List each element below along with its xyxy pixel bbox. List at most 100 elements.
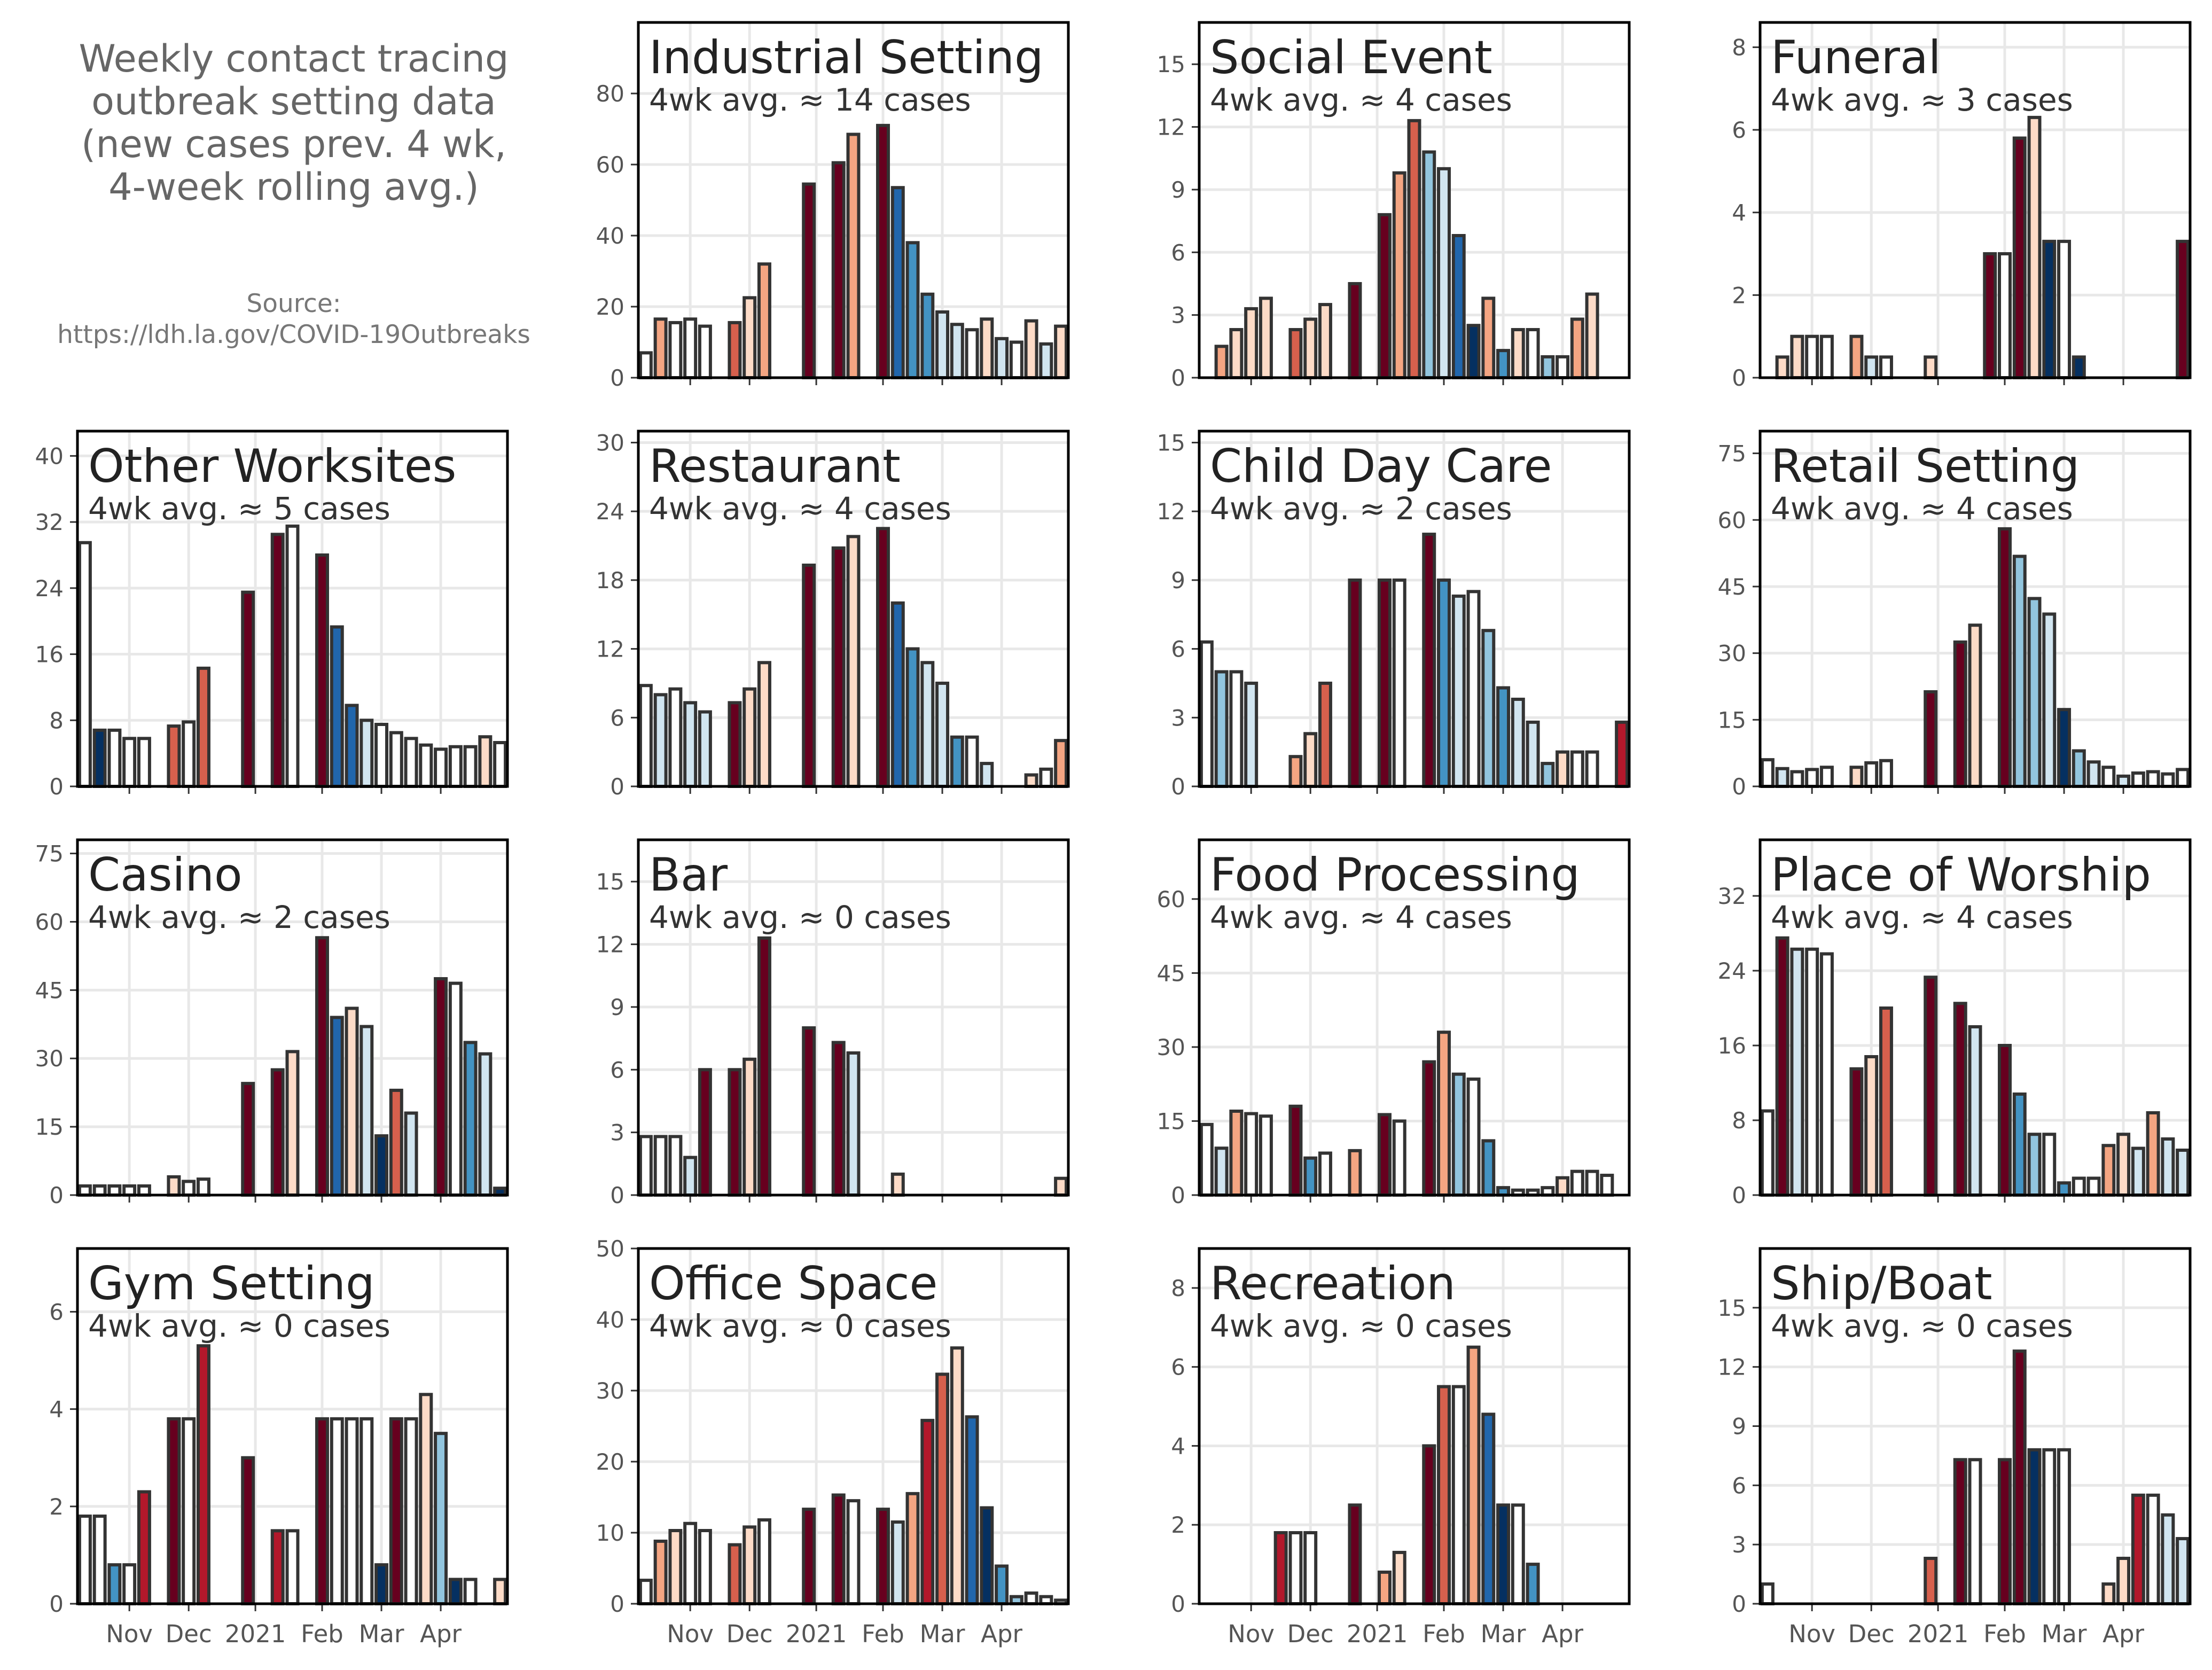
y-tick-label: 4 [1171, 1433, 1185, 1459]
y-tick-label: 0 [49, 774, 64, 800]
bar [2027, 1448, 2042, 1605]
bar [270, 533, 285, 788]
bar [330, 1016, 344, 1197]
bar [2146, 770, 2160, 788]
bar [668, 1135, 683, 1197]
bar [463, 1041, 478, 1197]
bar [1849, 766, 1864, 788]
bar [1481, 1413, 1496, 1605]
bar [1437, 1385, 1451, 1605]
panel-title: Food Processing [1210, 848, 1580, 902]
y-tick-label: 75 [1718, 441, 1746, 467]
y-tick-label: 4 [49, 1396, 64, 1423]
y-tick-label: 0 [49, 1591, 64, 1617]
bar [2042, 1448, 2057, 1605]
x-tick-label: Nov [667, 1620, 714, 1648]
panel-title: Casino [88, 848, 243, 902]
bar [92, 728, 107, 788]
panel-subtitle: 4wk avg. ≈ 3 cases [1771, 82, 2073, 118]
bar [196, 1177, 210, 1197]
bar [935, 310, 950, 379]
bar [330, 625, 344, 789]
bar [1511, 328, 1525, 380]
bar [668, 1529, 683, 1606]
bar [1998, 1044, 2012, 1197]
bar [478, 735, 493, 789]
bar [1998, 527, 2012, 788]
bar [728, 1068, 742, 1197]
bar [2116, 1557, 2131, 1606]
bar [404, 1111, 418, 1197]
y-tick-label: 9 [1171, 567, 1185, 594]
y-tick-label: 3 [610, 1120, 624, 1146]
bar [1407, 119, 1421, 379]
y-tick-label: 15 [1157, 1108, 1185, 1134]
bar [890, 1520, 905, 1606]
bar [1953, 1002, 1967, 1197]
bar [1924, 976, 1938, 1197]
bar [742, 687, 757, 788]
bar [2012, 1349, 2027, 1605]
bar [315, 1417, 330, 1606]
bar [1451, 1385, 1466, 1605]
bar [1348, 1503, 1362, 1606]
bar [698, 1529, 712, 1606]
bar [1451, 1072, 1466, 1197]
bar [1229, 1109, 1244, 1197]
bar [653, 317, 668, 380]
bar [137, 737, 151, 789]
bar [802, 182, 816, 379]
bar [1968, 1458, 1982, 1606]
bar [419, 1393, 433, 1605]
panel-subtitle: 4wk avg. ≈ 0 cases [1210, 1308, 1512, 1344]
bar [1259, 296, 1273, 380]
panel-subtitle: 4wk avg. ≈ 0 cases [88, 1308, 390, 1344]
bar [404, 1417, 418, 1606]
bar [493, 1578, 507, 1606]
bar [478, 1052, 493, 1197]
y-tick-label: 60 [1157, 886, 1185, 912]
y-tick-label: 75 [35, 841, 64, 867]
y-tick-label: 30 [596, 430, 624, 456]
y-tick-label: 2 [1171, 1512, 1185, 1538]
bar [1968, 623, 1982, 788]
bar [1288, 1104, 1303, 1197]
panel-title: Other Worksites [88, 440, 456, 493]
x-tick-label: 2021 [225, 1620, 286, 1648]
bar [1377, 1113, 1392, 1197]
bar [1244, 681, 1259, 788]
y-tick-label: 0 [610, 1182, 624, 1208]
source-url: https://ldh.la.gov/COVID-19Outbreaks [57, 320, 530, 349]
y-tick-label: 0 [610, 1591, 624, 1617]
bar [1585, 292, 1599, 379]
panel-title: Retail Setting [1771, 440, 2080, 493]
bar [1496, 349, 1511, 379]
bar [2131, 771, 2145, 788]
x-tick-label: 2021 [786, 1620, 847, 1648]
bar [1054, 739, 1068, 789]
bar [965, 735, 979, 788]
x-tick-label: Nov [106, 1620, 153, 1648]
panel-frame [1198, 430, 1631, 788]
bar [1481, 1139, 1496, 1197]
y-tick-label: 30 [596, 1378, 624, 1404]
y-tick-label: 3 [1732, 1532, 1746, 1558]
figure-title-line: outbreak setting data [91, 80, 496, 123]
bar [638, 351, 653, 380]
panel-frame [1198, 21, 1631, 379]
bar [1775, 936, 1789, 1197]
bar [1790, 334, 1804, 380]
bar [2057, 1448, 2072, 1605]
bar [434, 1432, 448, 1605]
bar [107, 1563, 122, 1605]
bar [1481, 629, 1496, 788]
bar [638, 1579, 653, 1606]
x-tick-label: Mar [2042, 1620, 2087, 1648]
bar [2101, 766, 2116, 788]
bar [757, 936, 771, 1197]
bar [2176, 1149, 2190, 1197]
bar [1760, 1109, 1775, 1197]
